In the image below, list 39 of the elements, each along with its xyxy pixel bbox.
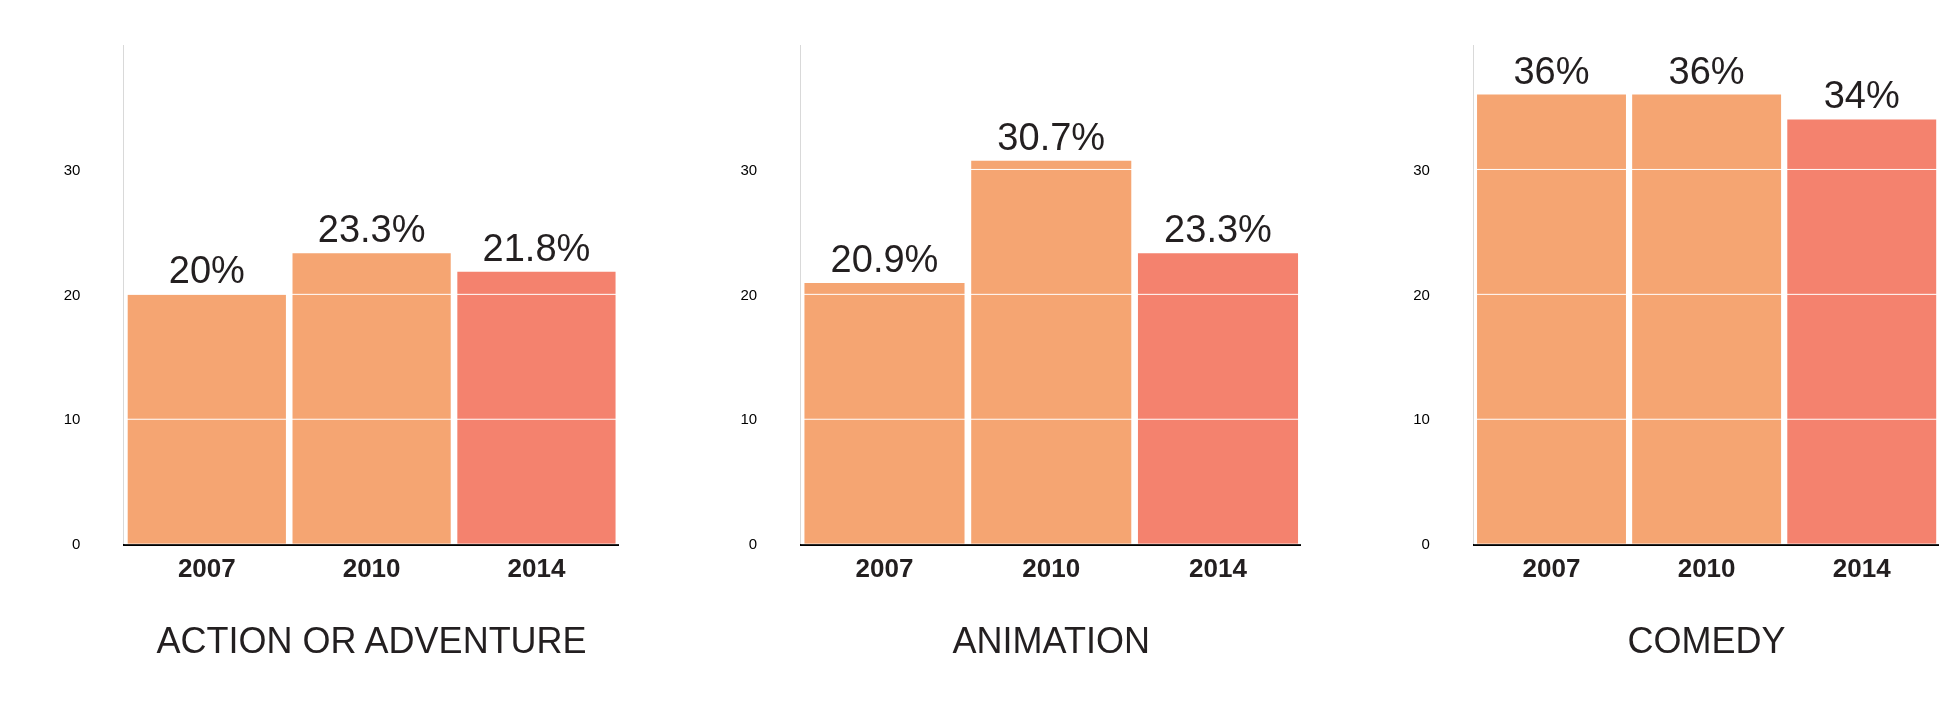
y-tick-label: 0 xyxy=(748,535,758,553)
y-tick-label: 30 xyxy=(740,160,758,178)
y-tick-label: 20 xyxy=(63,285,81,303)
data-label: 23.3% xyxy=(317,208,426,251)
data-label: 20.9% xyxy=(830,238,939,281)
bar xyxy=(1137,253,1299,545)
x-tick-label: 2007 xyxy=(1522,553,1581,584)
y-tick-label: 10 xyxy=(740,410,758,428)
x-tick-label: 2014 xyxy=(1189,553,1248,584)
y-tick-label: 30 xyxy=(63,160,81,178)
y-tick-label: 10 xyxy=(63,410,81,428)
bar xyxy=(457,271,616,545)
data-label: 30.7% xyxy=(997,115,1106,158)
y-tick-label: 30 xyxy=(1413,160,1430,178)
x-tick-label: 2007 xyxy=(177,553,236,584)
data-label: 20% xyxy=(168,249,245,292)
bar xyxy=(804,283,965,545)
x-tick-label: 2014 xyxy=(507,553,566,584)
bar xyxy=(971,160,1132,545)
x-tick-label: 2007 xyxy=(855,553,914,584)
y-tick-label: 20 xyxy=(1413,285,1430,303)
x-tick-label: 2010 xyxy=(1022,553,1081,584)
y-tick-label: 20 xyxy=(740,285,758,303)
x-axis-title: ACTION OR ADVENTURE xyxy=(156,619,587,661)
data-label: 36% xyxy=(1513,49,1590,92)
x-tick-label: 2010 xyxy=(1677,553,1736,584)
bar xyxy=(127,294,286,545)
x-axis-title: ANIMATION xyxy=(952,619,1150,661)
y-tick-label: 0 xyxy=(72,535,81,553)
data-label: 23.3% xyxy=(1164,208,1272,251)
bar xyxy=(292,253,451,545)
data-label: 34% xyxy=(1823,74,1900,117)
y-tick-label: 0 xyxy=(1421,535,1430,553)
data-label: 21.8% xyxy=(482,226,591,269)
x-tick-label: 2010 xyxy=(342,553,401,584)
x-tick-label: 2014 xyxy=(1832,553,1892,584)
x-axis-title: COMEDY xyxy=(1627,619,1786,661)
data-label: 36% xyxy=(1668,49,1745,92)
y-tick-label: 10 xyxy=(1413,410,1430,428)
